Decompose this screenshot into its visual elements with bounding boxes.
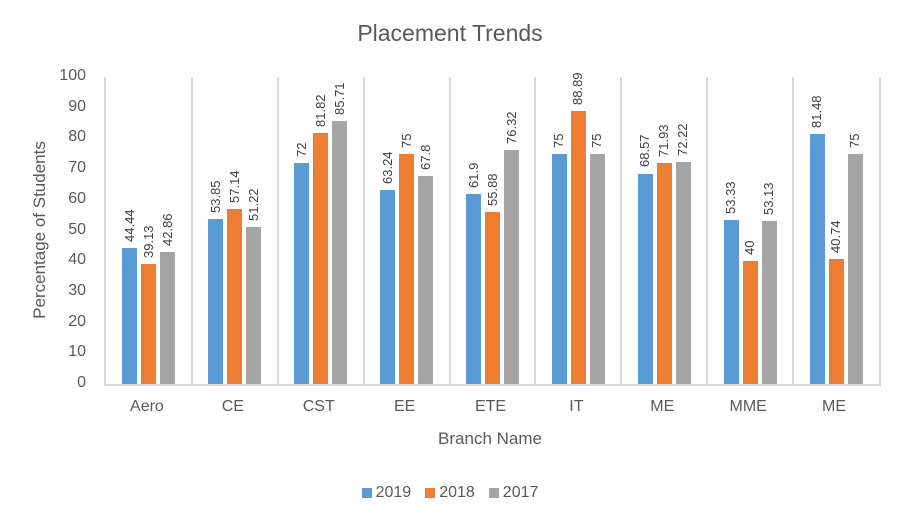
x-tick-label: ETE (474, 398, 507, 415)
x-tick-label: IT (569, 398, 584, 415)
category-separator (706, 77, 709, 384)
data-label: 42.86 (159, 213, 175, 247)
legend-swatch-icon (425, 488, 436, 498)
bar-2018 (742, 261, 758, 384)
x-tick-label: MME (729, 398, 767, 415)
data-label: 81.48 (809, 95, 825, 128)
bar-2017 (332, 120, 348, 384)
bar-2017 (418, 175, 434, 384)
data-label: 85.71 (331, 82, 347, 115)
legend: 2019 2018 2017 (0, 484, 900, 502)
legend-item-2017: 2017 (488, 484, 539, 502)
data-label: 51.22 (245, 188, 261, 221)
bar-2017 (589, 153, 605, 384)
bar-2019 (723, 220, 739, 384)
bar-2017 (761, 220, 777, 384)
data-label: 53.13 (761, 182, 777, 215)
bar-2018 (141, 263, 157, 384)
x-tick-label: CST (302, 398, 335, 415)
x-axis-label: Branch Name (438, 429, 542, 448)
bar-2018 (656, 163, 672, 384)
data-label: 75 (847, 133, 863, 148)
data-label: 68.57 (637, 134, 653, 168)
legend-item-2019: 2019 (361, 484, 412, 502)
legend-label: 2018 (439, 484, 475, 501)
y-tick-label: 60 (68, 189, 86, 207)
category-separator (534, 77, 537, 384)
bar-2019 (294, 162, 310, 384)
data-label: 75 (589, 133, 605, 148)
data-label: 39.13 (140, 225, 156, 258)
bar-2018 (227, 208, 243, 384)
data-label: 81.82 (312, 94, 328, 127)
y-tick-label: 50 (68, 220, 86, 238)
y-tick-label: 90 (68, 97, 86, 115)
y-tick-label: 40 (68, 251, 86, 269)
y-tick-label: 20 (68, 312, 86, 330)
legend-swatch-icon (361, 488, 372, 498)
data-label: 72.22 (675, 123, 691, 157)
legend-label: 2019 (375, 484, 412, 501)
plot-area: 44.44 39.13 42.86 53.85 57.14 51.22 72 81.82 85.… (104, 73, 881, 386)
bar-2019 (551, 153, 567, 384)
data-label: 88.89 (570, 72, 586, 106)
bar-2019 (637, 173, 653, 384)
bar-2017 (847, 153, 863, 384)
y-tick-label: 10 (68, 343, 86, 361)
data-label: 75 (551, 133, 567, 148)
data-label: 40 (742, 240, 758, 256)
category-separator (620, 77, 623, 384)
y-tick-label: 0 (77, 374, 86, 391)
x-tick-label: CE (221, 398, 244, 415)
x-tick-label: EE (393, 398, 416, 415)
y-tick-label: 100 (59, 67, 86, 84)
x-tick-label: ME (822, 398, 847, 415)
bar-2018 (828, 258, 844, 384)
x-tick-label: Aero (130, 398, 164, 415)
category-separator (190, 77, 193, 384)
data-label: 75 (398, 133, 414, 148)
category-separator (362, 77, 365, 384)
data-label: 44.44 (121, 209, 137, 242)
category-separator (448, 77, 451, 384)
data-label: 53.85 (207, 180, 223, 213)
bar-2017 (675, 162, 691, 384)
bar-2017 (246, 226, 262, 384)
data-label: 67.8 (417, 144, 433, 170)
legend-swatch-icon (488, 488, 499, 498)
data-label: 63.24 (379, 151, 395, 184)
y-tick-label: 80 (68, 128, 86, 146)
y-tick-label: 30 (68, 281, 86, 299)
data-label: 71.93 (656, 124, 672, 158)
data-label: 55.88 (484, 173, 500, 207)
bar-2018 (570, 111, 586, 384)
legend-item-2018: 2018 (425, 484, 475, 502)
data-label: 40.74 (828, 220, 844, 253)
y-tick-label: 70 (68, 159, 86, 177)
data-label: 76.32 (503, 111, 519, 144)
bar-2018 (399, 153, 415, 384)
data-label: 72 (293, 142, 309, 157)
bar-2019 (380, 189, 396, 384)
chart-title: Placement Trends (357, 20, 543, 46)
bar-2019 (122, 247, 138, 384)
bar-2019 (809, 133, 825, 384)
data-label: 53.33 (723, 181, 739, 215)
bar-2017 (504, 149, 519, 384)
legend-label: 2017 (502, 484, 539, 501)
bar-2019 (208, 218, 224, 384)
bar-2017 (160, 252, 176, 384)
x-tick-label: ME (650, 398, 675, 415)
category-separator (276, 77, 279, 384)
data-label: 57.14 (226, 170, 242, 203)
bar-2019 (466, 193, 481, 384)
data-label: 61.9 (465, 162, 481, 188)
bar-2018 (313, 132, 329, 384)
category-separator (792, 77, 795, 384)
bar-2018 (485, 212, 500, 384)
